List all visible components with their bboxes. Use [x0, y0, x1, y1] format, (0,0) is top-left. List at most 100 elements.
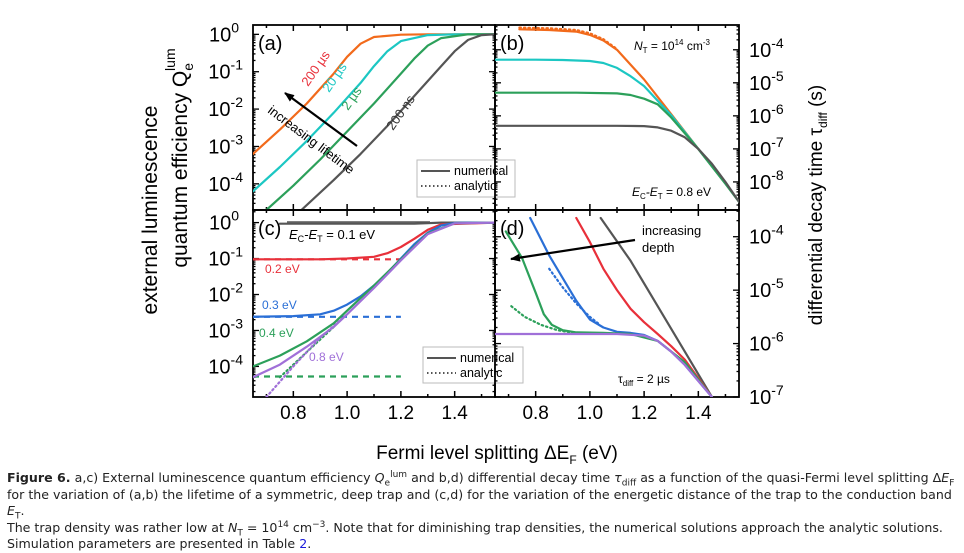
- series-2-s: [265, 33, 495, 210]
- caption-text: for the variation of (a,b) the lifetime …: [7, 486, 952, 502]
- figure-6: external luminescence quantum efficiency…: [139, 19, 830, 467]
- y-tick-label: 10-5: [749, 275, 784, 302]
- y-tick-label: 10-7: [749, 134, 784, 161]
- y-tick-label: 10-8: [749, 167, 784, 194]
- x-tick-label: 0.8: [522, 403, 548, 424]
- label-depth: depth: [642, 240, 675, 255]
- caption-text: .: [20, 503, 25, 518]
- series-0.4-ev: [504, 230, 714, 397]
- panel-c-annotations: EC-ET = 0.1 eV 0.2 eV 0.3 eV 0.4 eV 0.8 …: [259, 221, 430, 364]
- right-axis-label: differential decay time τdiff (s): [806, 85, 830, 326]
- y-tick-label: 10-4: [208, 351, 243, 378]
- x-tick-label: 1.0: [577, 403, 603, 424]
- series-0.8-ev: [495, 332, 714, 397]
- trap-depth-label-b: EC-ET = 0.8 eV: [632, 185, 711, 201]
- x-tick-label: 1.4: [441, 403, 468, 424]
- figure-caption: Figure 6. a,c) External luminescence qua…: [7, 470, 959, 553]
- x-tick-label: 1.2: [388, 403, 414, 424]
- series-0.2-ev: [575, 216, 714, 397]
- y-tick-label: 10-3: [208, 131, 243, 158]
- caption-text: a,c) External luminescence quantum effic…: [70, 470, 375, 485]
- increasing-lifetime-arrow: [284, 92, 358, 147]
- x-axis-label: Fermi level splitting ΔEF (eV): [376, 443, 618, 467]
- y-tick-label: 10-4: [208, 169, 243, 196]
- label-0.3ev: 0.3 eV: [262, 298, 297, 312]
- left-axis-label-line2: quantum efficiency Qelum: [162, 48, 196, 267]
- y-tick-label: 10-1: [208, 244, 243, 271]
- trap-density-label: NT = 1014 cm-3: [634, 38, 711, 55]
- series-0.2-ev: [253, 221, 495, 261]
- series-0.3-ev-analytic: [548, 267, 600, 325]
- series-0.4-ev: [253, 221, 495, 368]
- series-20-s: [495, 58, 739, 203]
- x-tick-label: 1.0: [334, 403, 360, 424]
- caption-subscript: diff: [621, 478, 637, 489]
- panel-label: (b): [500, 33, 524, 55]
- caption-text: cm: [288, 519, 313, 535]
- caption-text: .: [307, 536, 312, 551]
- y-tick-label: 10-5: [749, 68, 784, 95]
- legend-label: analytic: [454, 179, 496, 193]
- y-tick-label: 10-6: [749, 329, 784, 356]
- label-2us: 2 µs: [338, 83, 365, 112]
- caption-text: . Note that for diminishing trap densiti…: [325, 519, 943, 535]
- panel-label: (c): [258, 218, 281, 240]
- caption-superscript: −3: [312, 519, 326, 530]
- y-tick-label: 100: [209, 208, 239, 235]
- panel-b-annotations: NT = 1014 cm-3 EC-ET = 0.8 eV: [632, 38, 711, 201]
- caption-figure-number: Figure 6.: [7, 470, 71, 485]
- increasing-depth-arrow: [510, 238, 636, 262]
- panel-label: (d): [500, 218, 524, 240]
- panel-d: 10-4 10-5 10-6 10-7 0.8 1.0 1.2 1.4 (d): [494, 209, 784, 424]
- caption-text: and b,d) differential decay time: [407, 470, 615, 485]
- caption-symbol: N: [227, 519, 238, 535]
- y-tick-label: 10-3: [208, 315, 243, 342]
- caption-subscript: T: [237, 528, 243, 539]
- caption-symbol: τ: [614, 470, 622, 485]
- legend-label: numerical: [454, 164, 508, 178]
- series-200-ns: [495, 124, 739, 203]
- caption-symbol: Q: [374, 470, 385, 485]
- label-increasing: increasing: [642, 223, 701, 238]
- caption-superscript: lum: [390, 469, 408, 480]
- panel-d-annotations: increasing depth τdiff = 2 µs: [510, 223, 701, 388]
- y-tick-label: 10-1: [208, 57, 243, 84]
- caption-subscript: T: [14, 511, 21, 522]
- caption-symbol: E: [941, 470, 950, 485]
- legend-label: numerical: [460, 351, 514, 365]
- tau-diff-label: τdiff = 2 µs: [618, 372, 670, 388]
- series-2-s: [495, 91, 739, 203]
- series-20-s: [253, 33, 495, 193]
- label-200ns: 200 ns: [383, 92, 418, 133]
- caption-superscript: 14: [277, 519, 289, 530]
- caption-text: Simulation parameters are presented in T…: [7, 536, 300, 551]
- series-200-s-analytic: [518, 26, 619, 51]
- caption-text: = 10: [242, 519, 278, 535]
- caption-subscript: e: [384, 478, 391, 489]
- y-tick-label: 10-2: [208, 280, 243, 307]
- label-0.8ev: 0.8 eV: [309, 350, 344, 364]
- series-0.8-ev: [253, 221, 495, 379]
- caption-text: as a function of the quasi-Fermi level s…: [636, 470, 942, 485]
- y-tick-label: 10-4: [749, 35, 784, 62]
- trap-depth-label-c: EC-ET = 0.1 eV: [289, 227, 375, 244]
- x-tick-label: 0.8: [280, 403, 306, 424]
- series-0.3-ev: [529, 216, 714, 397]
- label-0.2ev: 0.2 eV: [265, 262, 300, 276]
- y-tick-label: 100: [209, 19, 239, 46]
- caption-subscript: F: [949, 478, 955, 489]
- table-2-link[interactable]: 2: [299, 536, 308, 551]
- plot-frame: [494, 209, 740, 398]
- x-tick-label: 1.2: [631, 403, 657, 424]
- y-tick-label: 10-6: [749, 101, 784, 128]
- series-200-s: [518, 28, 739, 203]
- label-0.4ev: 0.4 eV: [259, 326, 294, 340]
- left-axis-label-line1: external luminescence: [139, 106, 162, 315]
- caption-symbol: E: [7, 503, 15, 518]
- legend-label: analytic: [460, 366, 502, 380]
- y-tick-label: 10-2: [208, 94, 243, 121]
- panel-label: (a): [258, 33, 282, 55]
